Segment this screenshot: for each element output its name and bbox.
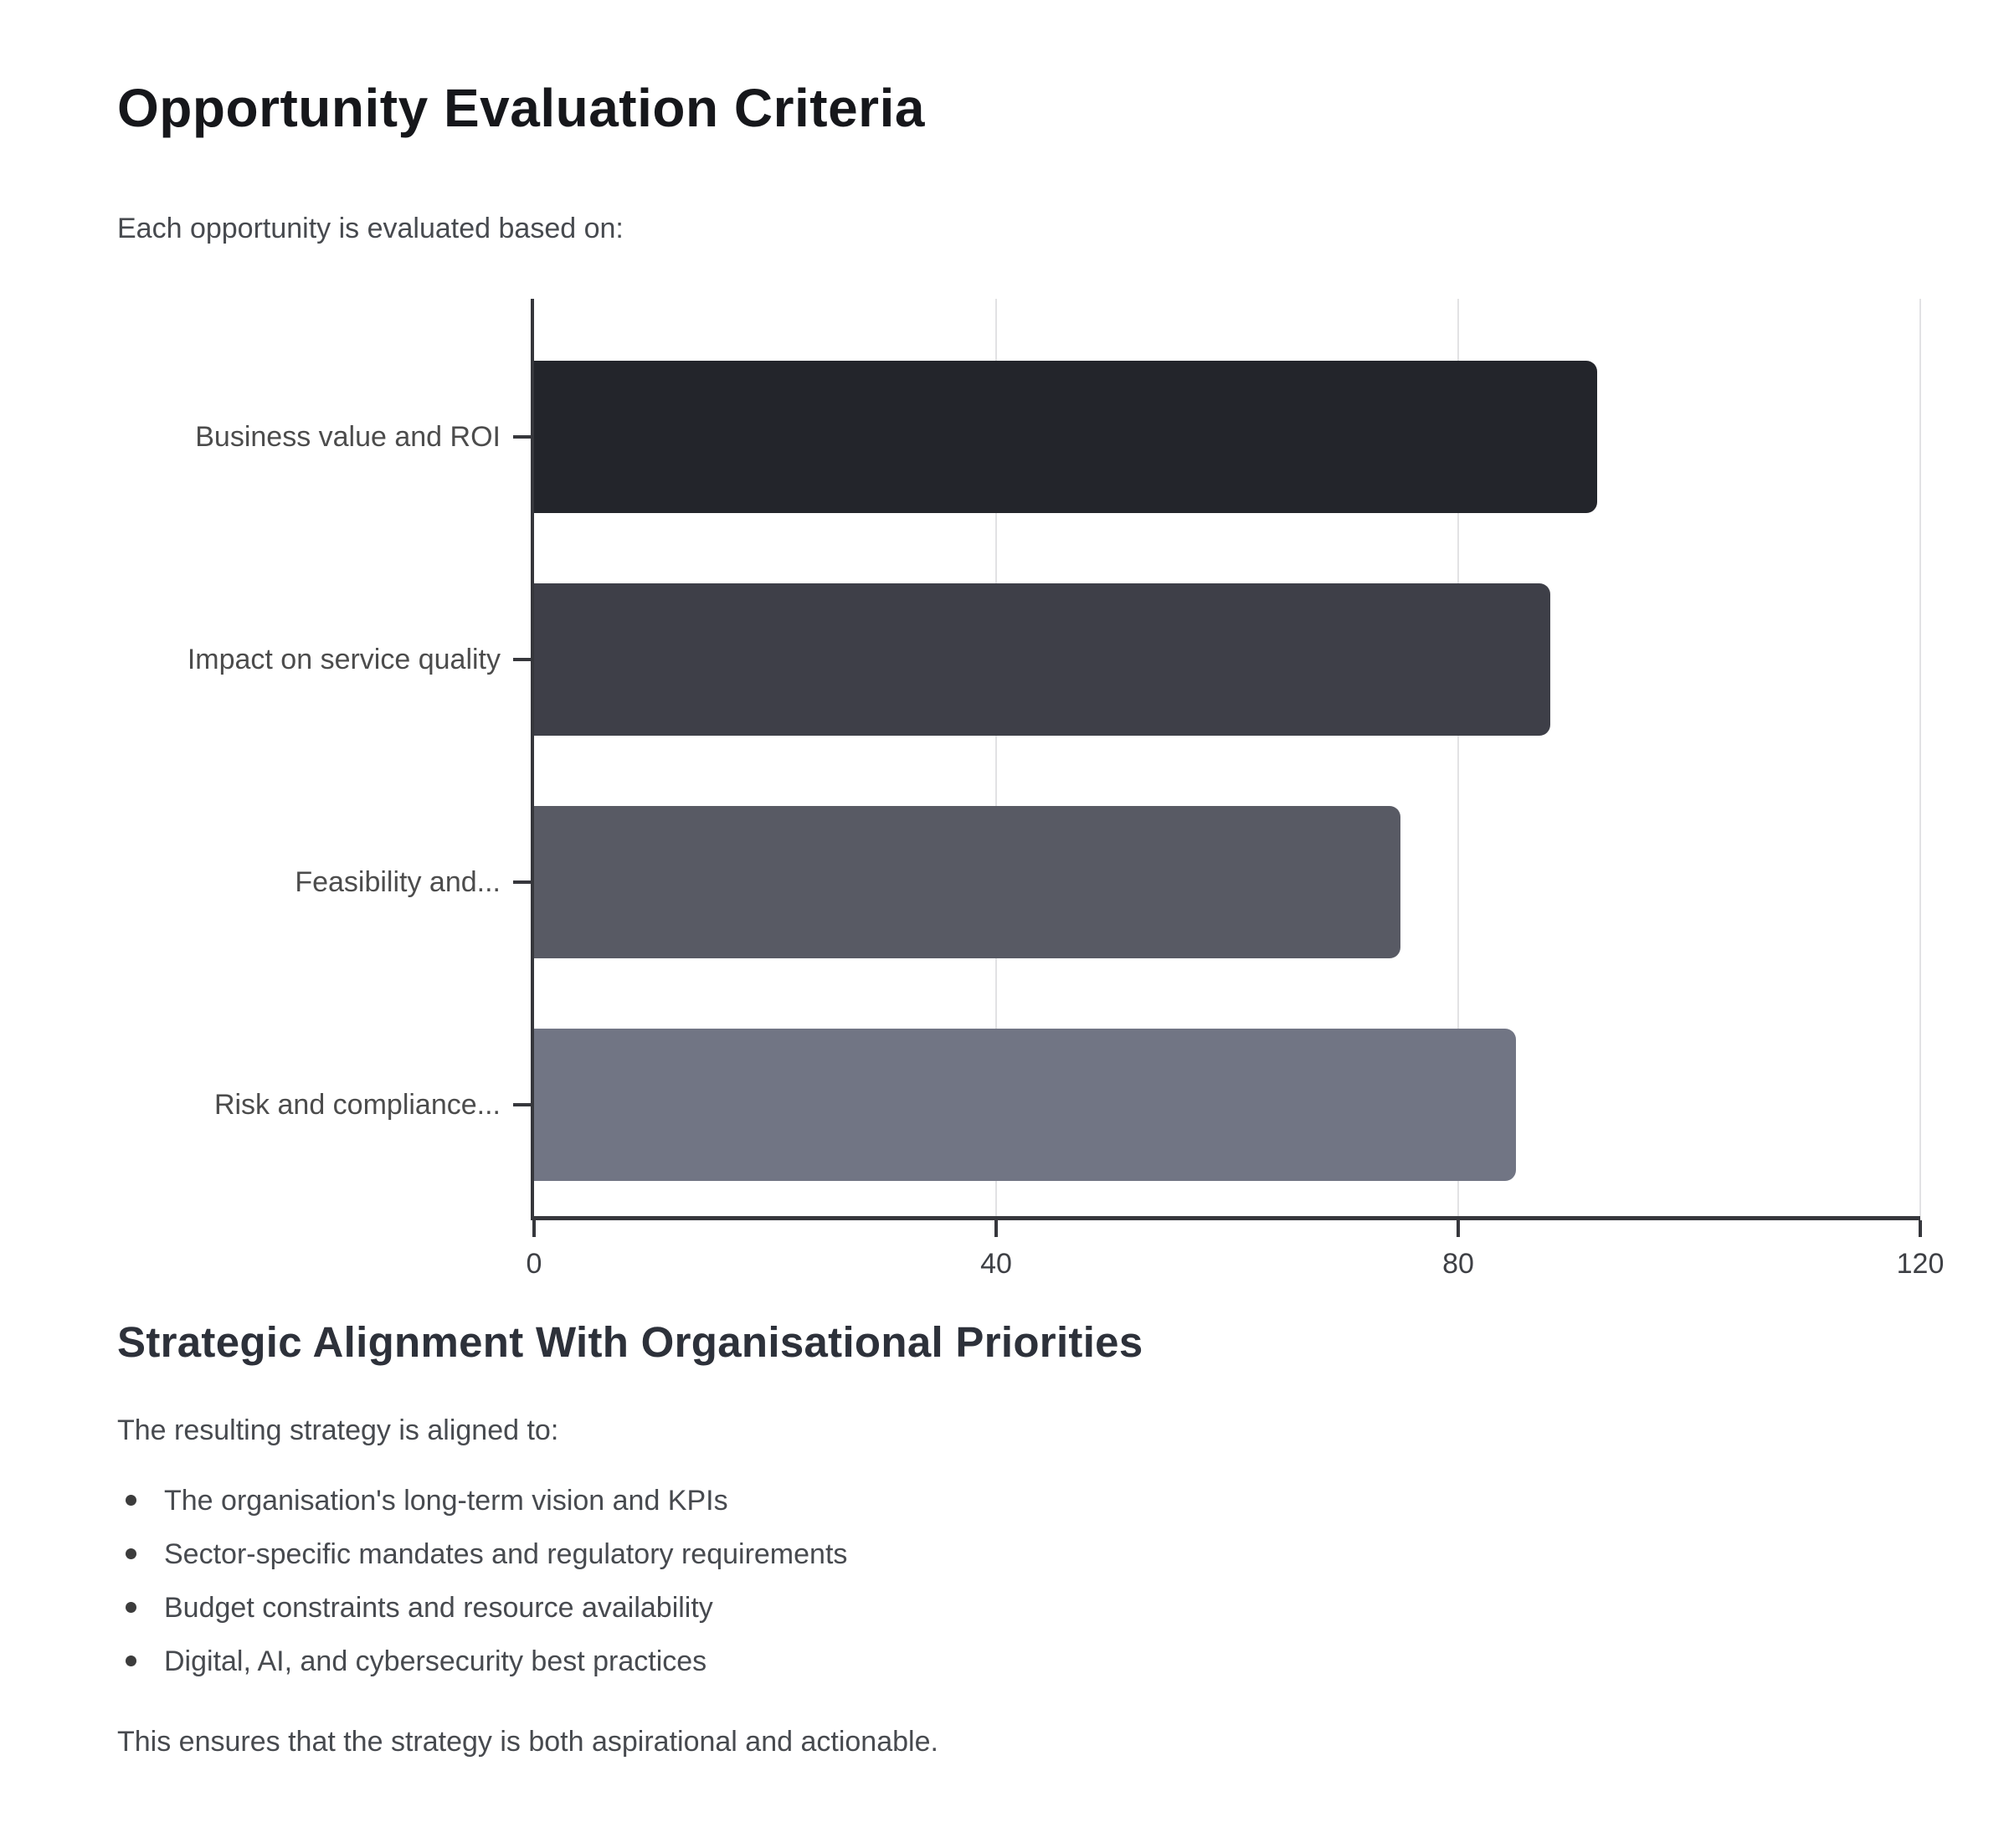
x-axis-tick-label: 80 xyxy=(1442,1248,1474,1280)
category-label: Feasibility and... xyxy=(295,866,501,898)
section-heading: Strategic Alignment With Organisational … xyxy=(117,1318,1143,1366)
y-axis-tick xyxy=(513,658,531,661)
page-title: Opportunity Evaluation Criteria xyxy=(117,78,925,138)
category-label: Risk and compliance... xyxy=(213,1089,501,1121)
chart-bar xyxy=(534,1029,1516,1181)
gridline-80 xyxy=(1457,299,1459,1216)
y-axis-tick xyxy=(513,1103,531,1106)
x-axis-tick-0 xyxy=(532,1220,536,1237)
closing-note: This ensures that the strategy is both a… xyxy=(117,1726,938,1758)
x-axis-tick-120 xyxy=(1919,1220,1922,1237)
category-label: Business value and ROI xyxy=(195,421,501,453)
list-item: The organisation's long-term vision and … xyxy=(124,1481,847,1535)
chart-bar xyxy=(534,583,1551,736)
chart-bar xyxy=(534,806,1400,958)
y-axis-tick xyxy=(513,435,531,439)
x-axis-tick-label: 40 xyxy=(980,1248,1012,1280)
list-item: Digital, AI, and cybersecurity best prac… xyxy=(124,1642,847,1696)
x-axis-tick-label: 120 xyxy=(1896,1248,1945,1280)
x-axis-tick-40 xyxy=(994,1220,998,1237)
list-item: Sector-specific mandates and regulatory … xyxy=(124,1535,847,1589)
gridline-40 xyxy=(995,299,997,1216)
list-item: Budget constraints and resource availabi… xyxy=(124,1589,847,1642)
y-axis-tick xyxy=(513,880,531,884)
gridline-120 xyxy=(1919,299,1921,1216)
section-intro: The resulting strategy is aligned to: xyxy=(117,1414,559,1446)
x-axis-tick-label: 0 xyxy=(526,1248,542,1280)
chart-bar xyxy=(534,361,1597,513)
x-axis-tick-80 xyxy=(1457,1220,1460,1237)
alignment-list: The organisation's long-term vision and … xyxy=(124,1481,847,1696)
bar-chart-plot-area: 0 40 80 120 Business value and ROI Impact on … xyxy=(188,299,1944,1280)
chart-intro: Each opportunity is evaluated based on: xyxy=(117,213,624,244)
category-label: Impact on service quality xyxy=(187,644,501,675)
